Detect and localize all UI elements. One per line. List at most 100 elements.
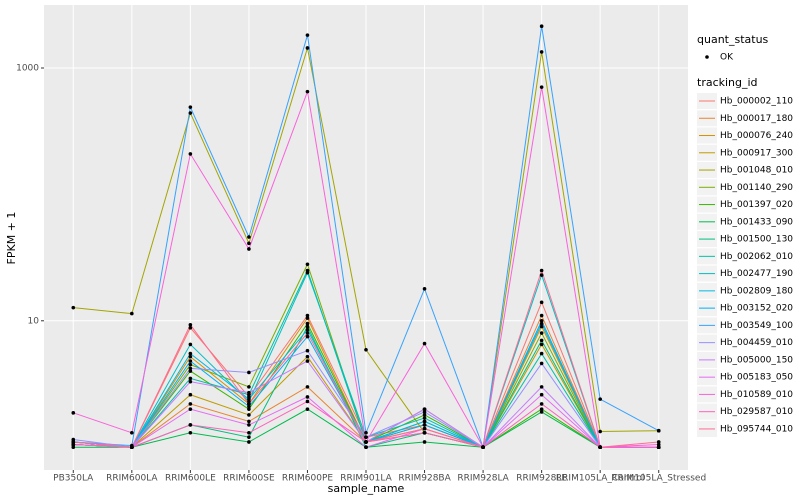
point bbox=[656, 445, 661, 449]
point bbox=[130, 445, 134, 449]
legend-label: Hb_001048_010 bbox=[720, 166, 793, 176]
point bbox=[188, 423, 193, 427]
point bbox=[247, 241, 251, 246]
point bbox=[71, 442, 76, 447]
point bbox=[539, 351, 544, 356]
point bbox=[422, 413, 427, 417]
point bbox=[247, 413, 251, 417]
legend-label: Hb_002477_190 bbox=[720, 269, 793, 279]
point bbox=[188, 354, 193, 359]
point bbox=[188, 379, 193, 384]
point bbox=[305, 262, 310, 267]
point bbox=[481, 445, 485, 449]
point bbox=[247, 402, 251, 406]
point bbox=[539, 402, 544, 406]
legend-label: Hb_000917_300 bbox=[720, 148, 793, 158]
point bbox=[539, 385, 544, 389]
point bbox=[422, 410, 427, 414]
point bbox=[71, 411, 76, 415]
legend-label: OK bbox=[720, 53, 734, 63]
point bbox=[598, 445, 602, 449]
x-tick-label: RRIM600LE bbox=[165, 474, 216, 484]
point bbox=[305, 331, 310, 335]
legend-label: Hb_001140_290 bbox=[720, 183, 793, 193]
point bbox=[364, 440, 368, 444]
point bbox=[539, 273, 544, 277]
legend-label: Hb_002809_180 bbox=[720, 286, 793, 296]
point bbox=[188, 351, 193, 356]
point bbox=[364, 435, 368, 439]
legend-label: Hb_095744_010 bbox=[720, 424, 793, 434]
point bbox=[539, 407, 544, 411]
point bbox=[188, 105, 193, 109]
point bbox=[422, 423, 427, 427]
point bbox=[247, 404, 251, 409]
point bbox=[247, 435, 251, 439]
legend-label: Hb_001433_090 bbox=[720, 217, 793, 227]
point bbox=[539, 268, 544, 273]
point bbox=[539, 318, 544, 323]
point bbox=[71, 440, 76, 444]
x-tick-label: RRIM600SE bbox=[223, 474, 275, 484]
point bbox=[539, 392, 544, 397]
point bbox=[247, 423, 251, 427]
point bbox=[422, 426, 427, 431]
point bbox=[188, 362, 193, 367]
point bbox=[247, 407, 251, 411]
point bbox=[305, 399, 310, 404]
legend-label: Hb_005000_150 bbox=[720, 355, 793, 365]
point bbox=[539, 361, 544, 366]
legend-label: Hb_005183_050 bbox=[720, 373, 793, 383]
point bbox=[188, 359, 193, 363]
x-axis-title: sample_name bbox=[328, 482, 405, 495]
y-axis-title: FPKM + 1 bbox=[5, 212, 18, 265]
point bbox=[364, 430, 368, 435]
x-tick-label: RRIM901LA bbox=[340, 474, 392, 484]
point bbox=[188, 152, 193, 156]
point bbox=[305, 334, 310, 339]
point bbox=[539, 50, 544, 54]
point bbox=[305, 46, 310, 50]
point bbox=[188, 402, 193, 406]
point bbox=[305, 33, 310, 37]
x-tick-label: RRIM105LA_Control bbox=[556, 474, 645, 484]
point bbox=[71, 445, 76, 449]
point bbox=[305, 313, 310, 318]
point bbox=[305, 385, 310, 389]
legend-label: Hb_000002_110 bbox=[720, 97, 793, 107]
point bbox=[247, 385, 251, 389]
point bbox=[598, 397, 602, 401]
point bbox=[247, 370, 251, 375]
point bbox=[539, 338, 544, 343]
x-tick-label: RRIM105LA_Stressed bbox=[611, 474, 706, 484]
x-tick-label: RRIM600PE bbox=[282, 474, 334, 484]
legend-label: Hb_001500_130 bbox=[720, 235, 793, 245]
point bbox=[539, 410, 544, 414]
point bbox=[188, 369, 193, 373]
point bbox=[305, 270, 310, 275]
point bbox=[130, 430, 134, 435]
point bbox=[188, 407, 193, 411]
point bbox=[539, 313, 544, 318]
legend-title: quant_status bbox=[697, 33, 769, 46]
point bbox=[422, 416, 427, 420]
legend-label: Hb_029587_010 bbox=[720, 407, 793, 417]
y-tick-label: 10 bbox=[28, 316, 40, 326]
point bbox=[305, 348, 310, 353]
point bbox=[188, 366, 193, 371]
point bbox=[305, 321, 310, 326]
point bbox=[305, 327, 310, 332]
point bbox=[71, 305, 76, 310]
point bbox=[539, 331, 544, 335]
point bbox=[539, 24, 544, 29]
point bbox=[364, 445, 368, 449]
point bbox=[305, 407, 310, 411]
point bbox=[422, 419, 427, 424]
point bbox=[188, 342, 193, 347]
point bbox=[364, 347, 368, 352]
point bbox=[247, 390, 251, 395]
point bbox=[539, 300, 544, 305]
point bbox=[656, 428, 661, 433]
y-tick-label: 1000 bbox=[16, 63, 39, 73]
